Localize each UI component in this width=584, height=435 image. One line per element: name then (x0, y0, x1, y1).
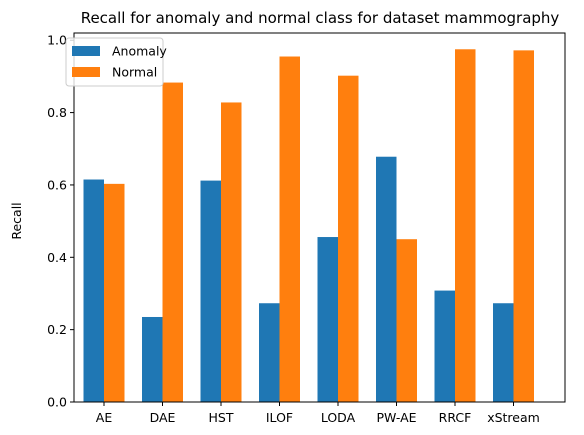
bar-normal-rrcf (455, 49, 476, 402)
bar-normal-pw-ae (396, 239, 417, 402)
bar-anomaly-ae (83, 179, 104, 402)
legend-swatch-normal (72, 67, 100, 77)
bar-anomaly-hst (200, 180, 221, 402)
y-axis-title: Recall (9, 202, 24, 239)
bars-group (83, 49, 534, 402)
y-axis: 0.0 0.2 0.4 0.6 0.8 1.0 (47, 33, 74, 410)
x-axis: AE DAE HST ILOF LODA PW-AE RRCF xStream (96, 402, 540, 425)
bar-anomaly-dae (142, 316, 163, 402)
y-tick-label: 0.8 (47, 105, 67, 120)
bar-anomaly-loda (317, 237, 338, 402)
legend-label-normal: Normal (112, 65, 157, 80)
x-tick-label: LODA (321, 410, 356, 425)
bar-normal-loda (338, 75, 359, 402)
bar-normal-ae (104, 183, 125, 402)
y-tick-label: 0.0 (47, 395, 67, 410)
y-tick-label: 0.4 (47, 250, 67, 265)
y-tick-label: 1.0 (47, 33, 67, 48)
x-tick-label: AE (96, 410, 113, 425)
bar-normal-xstream (513, 50, 534, 402)
bar-anomaly-xstream (493, 303, 514, 402)
x-tick-label: xStream (487, 410, 540, 425)
x-tick-label: HST (209, 410, 234, 425)
bar-normal-hst (221, 102, 242, 402)
x-tick-label: DAE (150, 410, 176, 425)
chart-title: Recall for anomaly and normal class for … (81, 9, 560, 27)
bar-anomaly-rrcf (434, 290, 455, 402)
legend-swatch-anomaly (72, 46, 100, 56)
legend-label-anomaly: Anomaly (112, 44, 167, 59)
bar-normal-dae (162, 82, 183, 402)
x-tick-label: ILOF (266, 410, 293, 425)
x-tick-label: RRCF (439, 410, 472, 425)
x-tick-label: PW-AE (376, 410, 416, 425)
legend: Anomaly Normal (65, 37, 167, 87)
bar-anomaly-ilof (259, 303, 280, 402)
bar-normal-ilof (279, 56, 300, 402)
y-tick-label: 0.2 (47, 322, 67, 337)
plot-frame (73, 32, 566, 403)
y-tick-label: 0.6 (47, 177, 67, 192)
bar-anomaly-pw-ae (376, 156, 397, 402)
